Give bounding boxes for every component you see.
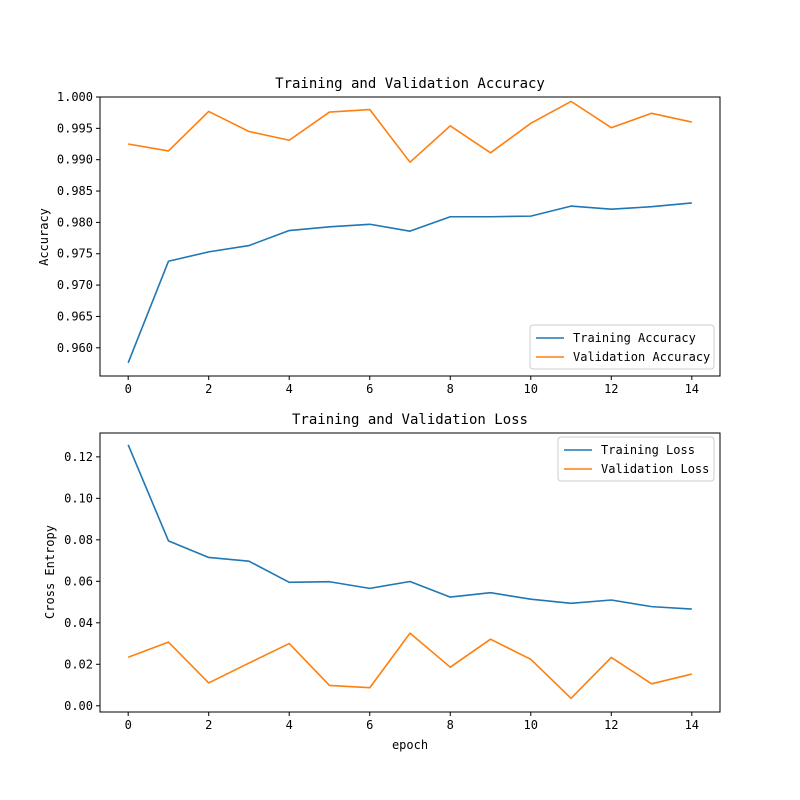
loss-x-tick-label: 8 xyxy=(447,718,454,732)
training-accuracy-line xyxy=(127,202,692,364)
loss-y-tick-label: 0.04 xyxy=(64,616,93,630)
validation-loss-legend-label: Validation Loss xyxy=(601,462,709,476)
loss-x-tick-label: 0 xyxy=(125,718,132,732)
accuracy-x-tick-label: 4 xyxy=(286,382,293,396)
loss-legend-box xyxy=(557,436,715,482)
loss-x-tick-label: 14 xyxy=(685,718,699,732)
training-loss-line xyxy=(127,444,692,610)
loss-y-tick-label: 0.06 xyxy=(64,574,93,588)
loss-x-tick-label: 12 xyxy=(604,718,618,732)
accuracy-y-tick-label: 0.980 xyxy=(57,215,93,229)
accuracy-axes-frame xyxy=(99,96,721,377)
accuracy-y-tick-label: 0.965 xyxy=(57,309,93,323)
loss-y-tick-label: 0.08 xyxy=(64,533,93,547)
accuracy-y-tick-label: 0.985 xyxy=(57,184,93,198)
loss-x-label: epoch xyxy=(392,738,428,752)
loss-y-tick-label: 0.10 xyxy=(64,491,93,505)
loss-y-tick-label: 0.02 xyxy=(64,657,93,671)
accuracy-subplot: Training and Validation Accuracy Accurac… xyxy=(37,76,721,396)
loss-ticks: 0 2 4 6 8 10 12 14 0.00 0.02 0.04 0.06 0.08 0.10 0.12 xyxy=(64,450,699,732)
accuracy-y-tick-label: 0.960 xyxy=(57,341,93,355)
accuracy-title: Training and Validation Accuracy xyxy=(275,76,545,92)
accuracy-x-tick-label: 0 xyxy=(125,382,132,396)
loss-x-tick-label: 4 xyxy=(286,718,293,732)
validation-loss-line xyxy=(127,632,693,700)
training-loss-legend-label: Training Loss xyxy=(601,443,695,457)
accuracy-lines xyxy=(127,100,692,364)
validation-accuracy-line xyxy=(128,100,692,163)
accuracy-y-tick-label: 0.995 xyxy=(57,121,93,135)
accuracy-y-tick-label: 0.990 xyxy=(57,153,93,167)
accuracy-x-tick-label: 12 xyxy=(604,382,618,396)
loss-y-tick-label: 0.00 xyxy=(64,699,93,713)
accuracy-x-tick-label: 6 xyxy=(366,382,373,396)
loss-x-tick-label: 2 xyxy=(205,718,212,732)
accuracy-y-tick-label: 0.975 xyxy=(57,247,93,261)
accuracy-x-tick-label: 8 xyxy=(447,382,454,396)
accuracy-ticks: 0 2 4 6 8 10 12 14 0.960 0.965 0.970 0.975 0.980 0.98… xyxy=(57,90,699,396)
loss-axes-frame xyxy=(99,432,721,713)
accuracy-legend: Training Accuracy Validation Accuracy xyxy=(529,324,715,370)
accuracy-y-tick-label: 0.970 xyxy=(57,278,93,292)
accuracy-y-label: Accuracy xyxy=(37,208,51,266)
loss-lines xyxy=(127,444,693,700)
accuracy-x-tick-label: 14 xyxy=(685,382,699,396)
loss-y-label: Cross Entropy xyxy=(43,525,57,619)
accuracy-legend-box xyxy=(529,324,715,370)
accuracy-y-tick-label: 1.000 xyxy=(57,90,93,104)
loss-title: Training and Validation Loss xyxy=(292,412,528,428)
loss-y-tick-label: 0.12 xyxy=(64,450,93,464)
training-accuracy-legend-label: Training Accuracy xyxy=(573,331,696,345)
loss-x-tick-label: 6 xyxy=(366,718,373,732)
validation-accuracy-legend-label: Validation Accuracy xyxy=(573,350,710,364)
loss-legend: Training Loss Validation Loss xyxy=(557,436,715,482)
loss-subplot: Training and Validation Loss Cross Entro… xyxy=(43,412,721,752)
accuracy-x-tick-label: 10 xyxy=(524,382,538,396)
accuracy-x-tick-label: 2 xyxy=(205,382,212,396)
loss-x-tick-label: 10 xyxy=(524,718,538,732)
